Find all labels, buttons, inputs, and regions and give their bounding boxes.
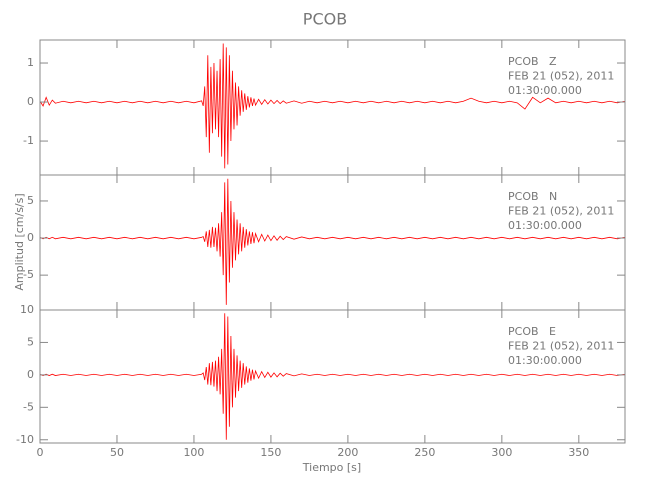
annotation: PCOB N [508, 190, 557, 203]
x-tick-label: 250 [414, 446, 435, 459]
x-axis-label: Tiempo [s] [302, 461, 361, 474]
y-tick-label: -5 [23, 400, 34, 413]
x-tick-label: 350 [568, 446, 589, 459]
chart-title: PCOB [303, 10, 347, 29]
annotation: 01:30:00.000 [508, 219, 582, 232]
y-tick-label: 10 [20, 303, 34, 316]
y-tick-label: 0 [27, 231, 34, 244]
y-tick-label: 5 [27, 335, 34, 348]
annotation: FEB 21 (052), 2011 [508, 70, 614, 83]
panel-frame [39, 309, 626, 444]
x-tick-label: 300 [491, 446, 512, 459]
annotation: PCOB E [508, 325, 556, 338]
x-tick-label: 50 [110, 446, 124, 459]
y-tick-label: -1 [23, 134, 34, 147]
x-tick-label: 0 [37, 446, 44, 459]
annotation: FEB 21 (052), 2011 [508, 205, 614, 218]
y-tick-label: 0 [27, 95, 34, 108]
y-tick-label: 1 [27, 56, 34, 69]
annotation: FEB 21 (052), 2011 [508, 340, 614, 353]
y-tick-label: 5 [27, 194, 34, 207]
x-tick-label: 200 [337, 446, 358, 459]
waveform [39, 178, 626, 305]
waveform [39, 43, 626, 169]
y-tick-label: -5 [23, 268, 34, 281]
annotation: 01:30:00.000 [508, 354, 582, 367]
y-tick-label: -10 [16, 433, 34, 446]
waveform [39, 313, 626, 440]
annotation: PCOB Z [508, 55, 557, 68]
x-tick-label: 150 [260, 446, 281, 459]
y-axis-label: Amplitud [cm/s/s] [13, 193, 26, 290]
y-tick-label: 0 [27, 368, 34, 381]
x-tick-label: 100 [183, 446, 204, 459]
annotation: 01:30:00.000 [508, 84, 582, 97]
